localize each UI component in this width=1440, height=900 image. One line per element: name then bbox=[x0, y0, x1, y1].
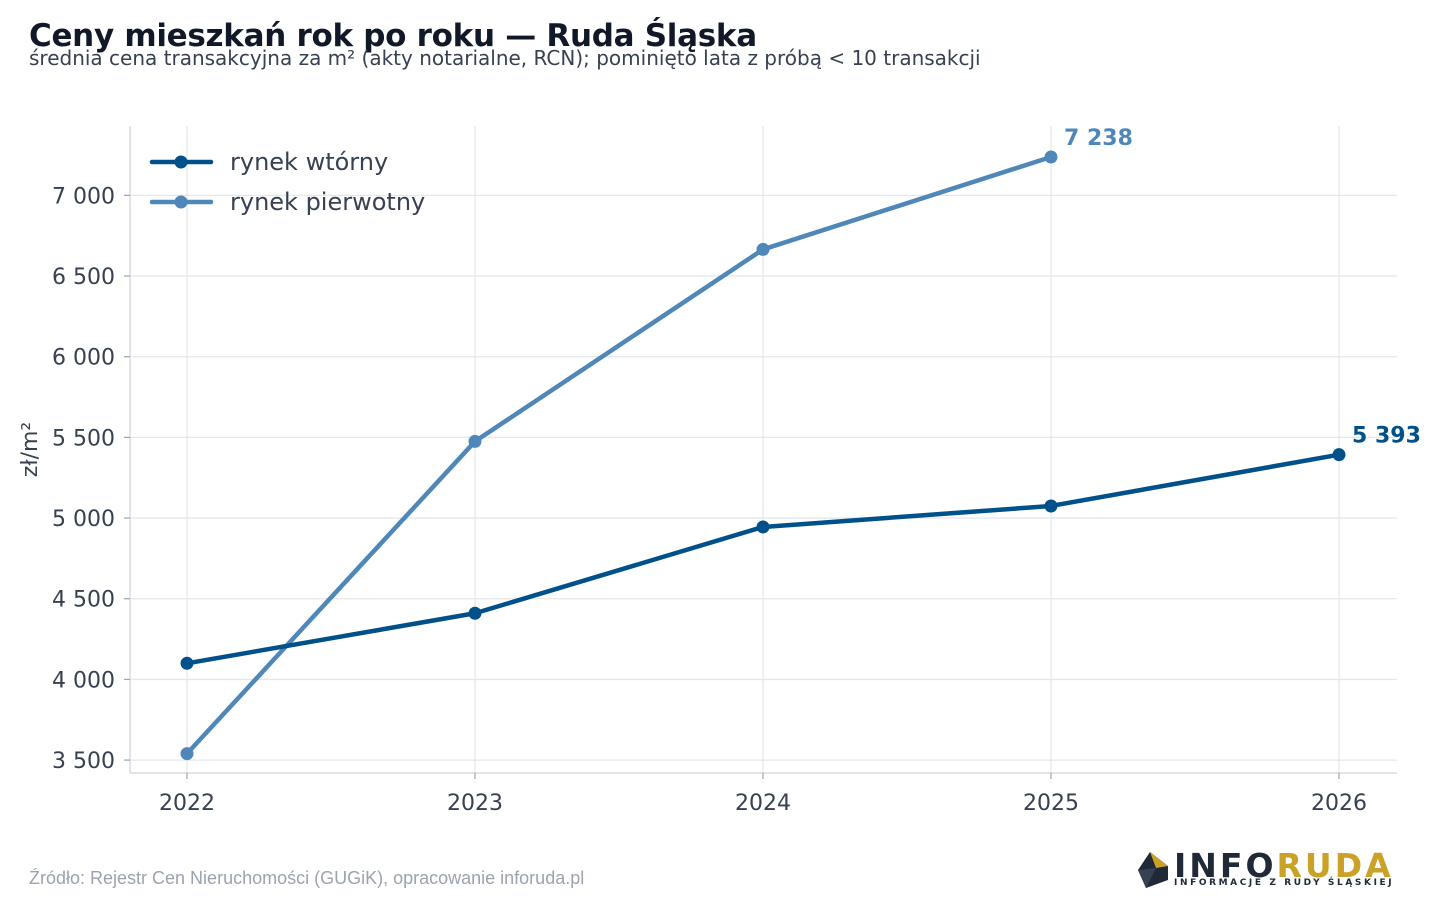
y-tick-label: 5 000 bbox=[52, 507, 115, 532]
logo-text-info: INFO bbox=[1174, 846, 1277, 885]
y-tick-label: 4 000 bbox=[52, 668, 115, 693]
x-tick-label: 2022 bbox=[159, 791, 215, 816]
data-point bbox=[180, 656, 194, 670]
legend-label: rynek wtórny bbox=[230, 148, 388, 176]
y-tick-label: 4 500 bbox=[52, 588, 115, 613]
data-point bbox=[1044, 499, 1058, 513]
inforuda-logo: INFORUDA INFORMACJE Z RUDY ŚLĄSKIEJ bbox=[1134, 846, 1414, 892]
y-tick-label: 6 500 bbox=[52, 265, 115, 290]
data-label: 5 393 bbox=[1352, 424, 1421, 449]
legend-marker bbox=[174, 195, 188, 209]
data-point bbox=[180, 747, 194, 761]
x-tick-label: 2023 bbox=[447, 791, 503, 816]
data-point bbox=[756, 242, 770, 256]
y-axis-label: zł/m² bbox=[18, 422, 43, 477]
data-point bbox=[1044, 150, 1058, 164]
x-tick-label: 2026 bbox=[1311, 791, 1367, 816]
data-point bbox=[468, 606, 482, 620]
y-tick-label: 5 500 bbox=[52, 426, 115, 451]
logo-text-ruda: RUDA bbox=[1276, 846, 1394, 885]
x-tick-label: 2024 bbox=[735, 791, 791, 816]
data-point bbox=[468, 434, 482, 448]
data-point bbox=[1332, 448, 1346, 462]
legend-marker bbox=[174, 155, 188, 169]
series-line-pierwotny bbox=[184, 154, 1054, 756]
chart-title: Ceny mieszkań rok po roku — Ruda Śląska bbox=[29, 18, 757, 54]
y-tick-label: 7 000 bbox=[52, 184, 115, 209]
source-note: Źródło: Rejestr Cen Nieruchomości (GUGiK… bbox=[29, 868, 585, 888]
x-tick-label: 2025 bbox=[1023, 791, 1079, 816]
data-point bbox=[756, 520, 770, 534]
y-tick-label: 6 000 bbox=[52, 346, 115, 371]
chart-subtitle: średnia cena transakcyjna za m² (akty no… bbox=[29, 46, 981, 70]
data-label: 7 238 bbox=[1064, 126, 1133, 151]
logo-mark-icon bbox=[1138, 852, 1168, 888]
y-tick-label: 3 500 bbox=[52, 749, 115, 774]
legend-label: rynek pierwotny bbox=[230, 188, 425, 216]
logo-tagline: INFORMACJE Z RUDY ŚLĄSKIEJ bbox=[1174, 878, 1395, 888]
